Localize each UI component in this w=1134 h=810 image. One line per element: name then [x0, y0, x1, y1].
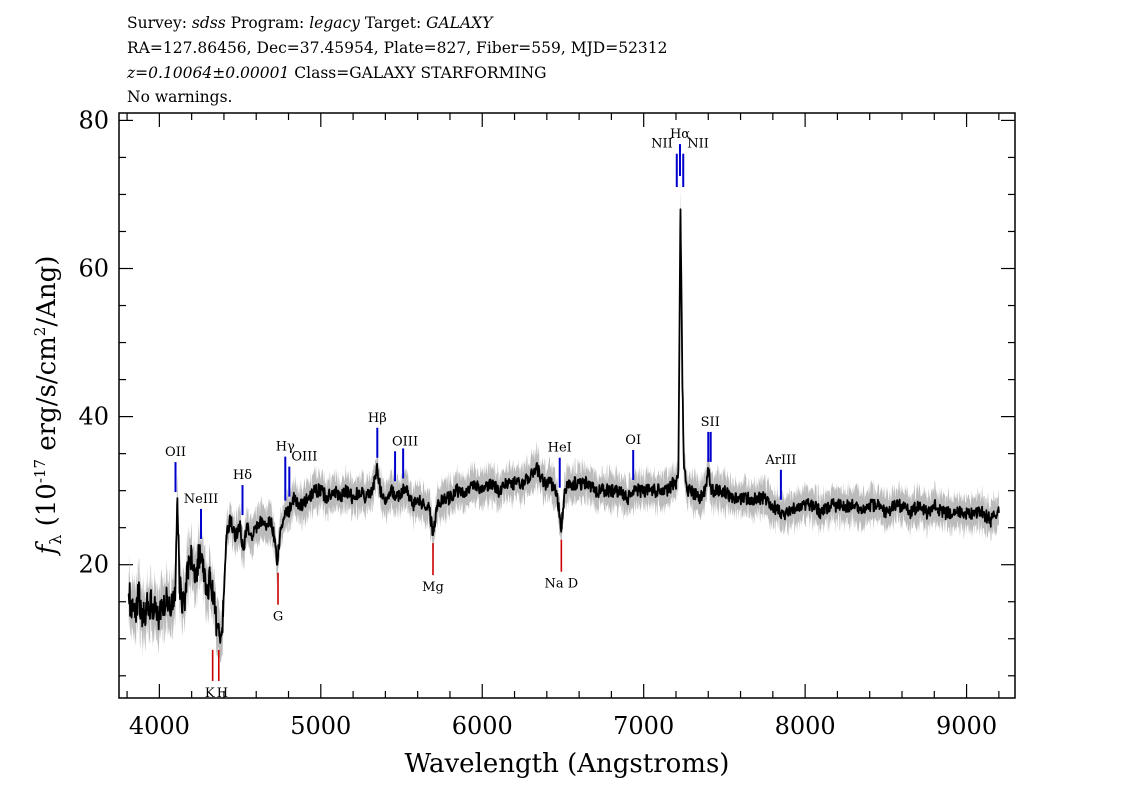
x-tick-label: 7000	[613, 712, 674, 740]
emission-line-label: OII	[165, 445, 186, 460]
emission-line-label: SII	[701, 415, 720, 430]
emission-line-label: Hβ	[368, 411, 387, 426]
y-tick-label: 60	[78, 255, 109, 283]
header-line-2: RA=127.86456, Dec=37.45954, Plate=827, F…	[127, 39, 668, 57]
absorption-line-label: H	[217, 686, 228, 701]
emission-line-label: OIII	[291, 450, 317, 465]
error-band	[128, 188, 999, 664]
x-tick-label: 8000	[775, 712, 836, 740]
absorption-line-markers: K H G Mg Na D	[205, 539, 579, 701]
header-line-3: z=0.10064±0.00001 Class=GALAXY STARFORMI…	[126, 64, 547, 82]
absorption-line-label: K	[205, 686, 215, 701]
emission-line-label: HeI	[548, 441, 572, 456]
ticks: 4000 5000 6000 7000 8000 9000 20 40 60 80	[78, 106, 1015, 740]
emission-line-label: Hγ	[276, 440, 295, 455]
emission-line-label: NII	[687, 137, 709, 152]
y-tick-label: 20	[78, 551, 109, 579]
emission-line-label: Hα	[670, 127, 690, 142]
emission-line-label: NeIII	[184, 492, 218, 507]
y-axis-label: fλ (10-17 erg/s/cm2/Ang)	[31, 256, 65, 557]
y-tick-label: 40	[78, 403, 109, 431]
absorption-line-label: G	[273, 610, 283, 625]
x-tick-label: 4000	[129, 712, 190, 740]
header-line-4: No warnings.	[127, 88, 232, 106]
y-tick-label: 80	[78, 106, 109, 134]
emission-line-label: ArIII	[764, 453, 796, 468]
absorption-line-label: Mg	[422, 580, 444, 595]
emission-line-label: Hδ	[233, 468, 252, 483]
x-tick-label: 9000	[936, 712, 997, 740]
plot-frame	[118, 112, 1016, 699]
spectrum-line	[127, 208, 1000, 644]
spectrum-header: Survey: sdss Program: legacy Target: GAL…	[126, 14, 668, 106]
emission-line-label: NII	[651, 137, 673, 152]
x-axis-label: Wavelength (Angstroms)	[405, 749, 730, 779]
emission-line-label: OIII	[392, 434, 418, 449]
plot-area: 4000 5000 6000 7000 8000 9000 20 40 60 80 OII NeIII…	[78, 106, 1015, 740]
x-tick-label: 5000	[290, 712, 351, 740]
absorption-line-label: Na D	[545, 577, 579, 592]
emission-line-label: OI	[625, 433, 641, 448]
x-tick-label: 6000	[452, 712, 513, 740]
header-line-1: Survey: sdss Program: legacy Target: GAL…	[127, 14, 494, 32]
